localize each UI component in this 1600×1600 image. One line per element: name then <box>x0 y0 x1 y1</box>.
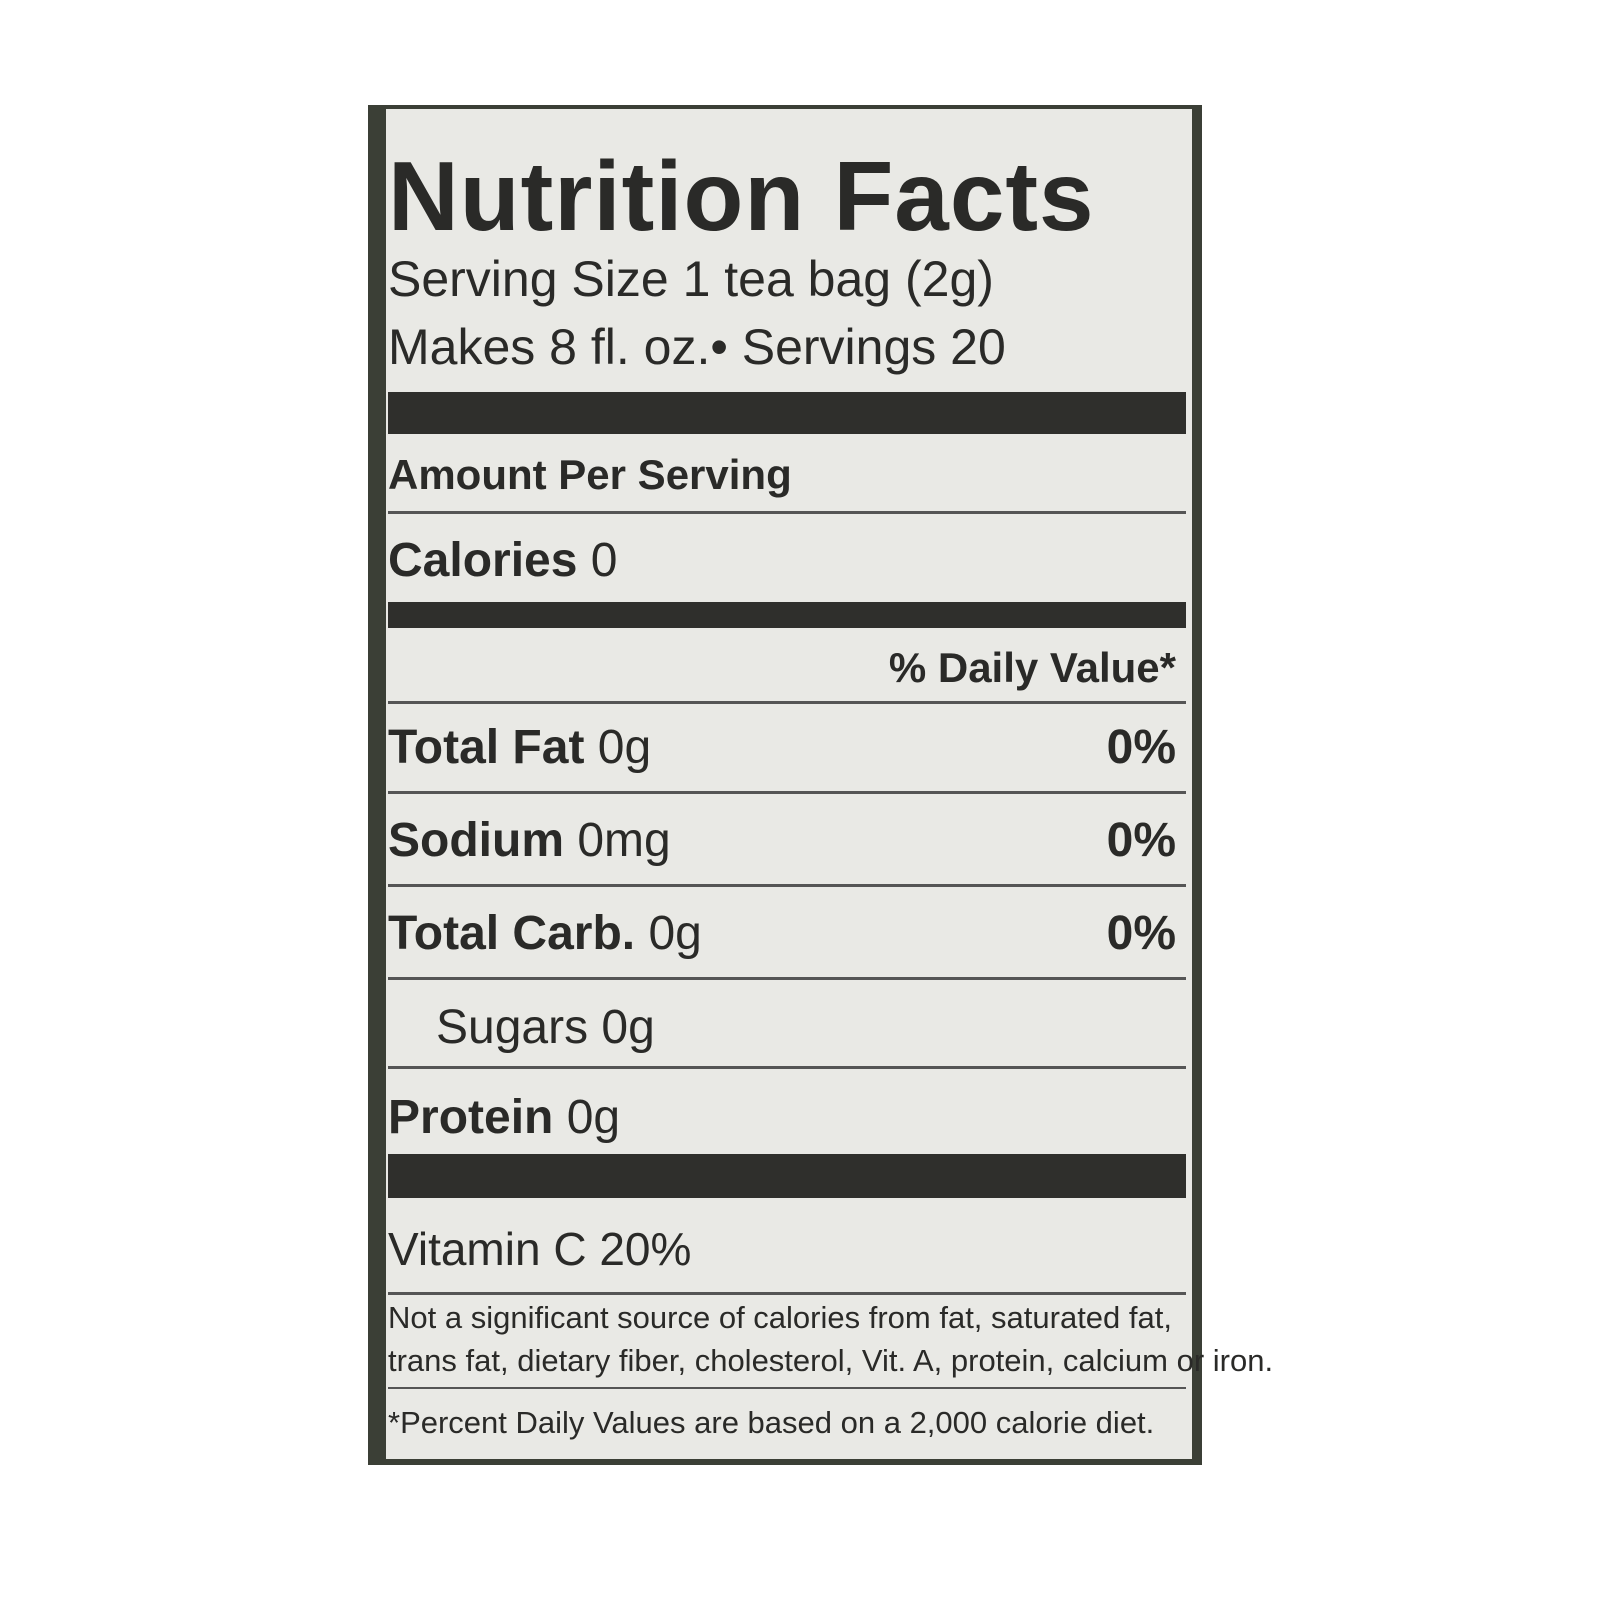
thick-bar <box>388 392 1186 434</box>
title: Nutrition Facts <box>388 141 1095 251</box>
protein-name: Protein <box>388 1091 554 1144</box>
serving-size: Serving Size 1 tea bag (2g) <box>388 251 994 307</box>
sugars: Sugars 0g <box>436 1001 655 1054</box>
rule <box>388 977 1186 980</box>
protein: Protein 0g <box>388 1094 620 1142</box>
label-panel: Nutrition Facts Serving Size 1 tea bag (… <box>386 109 1273 1459</box>
makes: Makes 8 fl. oz.• Servings 20 <box>388 319 1006 375</box>
thick-bar <box>388 1154 1186 1198</box>
dv-header: % Daily Value* <box>888 644 1176 691</box>
nutrient-amount: 0g <box>597 721 652 774</box>
nutrient-amount: 0mg <box>577 814 671 867</box>
nutrient-name: Total Fat <box>388 721 585 774</box>
calories: Calories 0 <box>388 537 617 585</box>
rule <box>388 1387 1186 1389</box>
rule <box>388 1292 1186 1295</box>
nutrient-name: Total Carb. <box>388 907 636 960</box>
amount-header: Amount Per Serving <box>388 451 792 498</box>
calories-label: Calories <box>388 534 578 587</box>
footnote-line: trans fat, dietary fiber, cholesterol, V… <box>388 1343 1274 1378</box>
rule <box>388 791 1186 794</box>
footnote-line: Not a significant source of calories fro… <box>388 1300 1172 1335</box>
calories-value: 0 <box>590 534 618 587</box>
nutrient-dv: 0% <box>1106 907 1176 960</box>
nutrient-name: Sodium <box>388 814 564 867</box>
rule <box>388 1066 1186 1069</box>
rule <box>388 884 1186 887</box>
vitamin: Vitamin C 20% <box>388 1223 692 1275</box>
nutrient-row: Total Carb. 0g <box>388 910 702 958</box>
nutrition-label: Nutrition Facts Serving Size 1 tea bag (… <box>368 105 1273 1465</box>
nutrient-dv: 0% <box>1106 814 1176 867</box>
rule <box>388 701 1186 704</box>
nutrient-dv: 0% <box>1106 721 1176 774</box>
protein-amount: 0g <box>566 1091 621 1144</box>
nutrient-row: Total Fat 0g <box>388 724 651 772</box>
nutrient-amount: 0g <box>648 907 702 960</box>
nutrient-row: Sodium 0mg <box>388 817 671 865</box>
rule <box>388 511 1186 514</box>
thick-bar <box>388 602 1186 628</box>
dv-note: *Percent Daily Values are based on a 2,0… <box>388 1405 1155 1440</box>
